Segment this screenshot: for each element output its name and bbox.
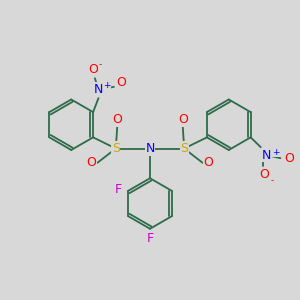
- Text: O: O: [284, 152, 294, 165]
- Text: S: S: [112, 142, 120, 155]
- Text: N: N: [145, 142, 155, 155]
- Text: +: +: [272, 148, 279, 157]
- Text: F: F: [115, 183, 122, 196]
- Text: O: O: [116, 76, 126, 89]
- Text: -: -: [270, 176, 274, 185]
- Text: +: +: [103, 81, 110, 90]
- Text: F: F: [146, 232, 154, 245]
- Text: -: -: [99, 60, 102, 69]
- Text: O: O: [204, 156, 214, 169]
- Text: S: S: [180, 142, 188, 155]
- Text: N: N: [94, 83, 103, 96]
- Text: N: N: [262, 149, 272, 162]
- Text: O: O: [86, 156, 96, 169]
- Text: O: O: [88, 63, 98, 76]
- Text: O: O: [178, 113, 188, 126]
- Text: O: O: [112, 113, 122, 126]
- Text: O: O: [260, 168, 270, 181]
